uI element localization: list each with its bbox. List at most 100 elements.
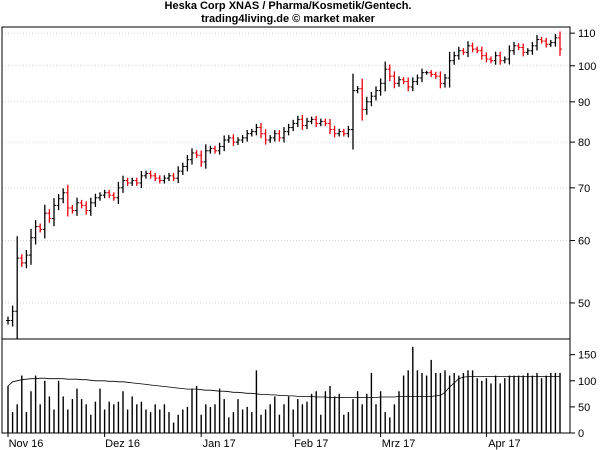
time-tick-label: Nov 16 xyxy=(9,438,44,450)
ohlc-bar xyxy=(443,73,447,88)
volume-bars xyxy=(7,346,561,433)
ohlc-bar xyxy=(392,71,397,89)
ohlc-bar xyxy=(98,192,102,201)
ohlc-bar xyxy=(323,118,328,127)
ohlc-bar xyxy=(521,43,526,57)
ohlc-bar xyxy=(498,51,503,65)
time-tick-label: Apr 17 xyxy=(488,438,520,450)
ohlc-bar xyxy=(268,135,273,143)
ohlc-bar xyxy=(406,77,411,92)
ohlc-bar xyxy=(535,34,539,51)
time-tick-label: Mrz 17 xyxy=(382,438,416,450)
ohlc-bar xyxy=(374,86,378,101)
price-tick-label: 80 xyxy=(578,137,590,149)
ohlc-bar xyxy=(111,192,116,201)
ohlc-bar xyxy=(167,172,171,182)
ohlc-bar xyxy=(401,77,406,85)
ohlc-bar xyxy=(148,170,153,179)
ohlc-bar xyxy=(134,177,139,186)
ohlc-bar xyxy=(360,78,365,121)
ohlc-bar xyxy=(70,204,75,214)
ohlc-bar xyxy=(185,154,190,172)
time-tick-label: Feb 17 xyxy=(294,438,328,450)
price-bars xyxy=(6,31,562,339)
time-tick-label: Jan 17 xyxy=(203,438,236,450)
ohlc-bar xyxy=(461,48,466,55)
ohlc-bar xyxy=(213,145,217,154)
ohlc-bar xyxy=(397,76,401,87)
ohlc-bar xyxy=(291,119,296,132)
volume-tick-label: 0 xyxy=(578,428,584,440)
ohlc-bar xyxy=(410,77,415,92)
ohlc-bar xyxy=(475,46,480,54)
ohlc-bar xyxy=(424,70,429,75)
volume-tick-label: 100 xyxy=(578,376,596,388)
ohlc-bar xyxy=(470,42,475,53)
ohlc-bar xyxy=(75,197,79,216)
ohlc-bar xyxy=(544,37,549,48)
ohlc-bar xyxy=(318,118,323,127)
ohlc-bar xyxy=(236,137,240,145)
price-tick-label: 90 xyxy=(578,97,590,109)
ohlc-bar xyxy=(346,125,351,138)
ohlc-bar xyxy=(139,170,144,188)
ohlc-bar xyxy=(438,71,443,89)
ohlc-bar xyxy=(433,71,438,79)
ohlc-bar xyxy=(102,189,107,199)
ohlc-bar xyxy=(171,172,176,182)
ohlc-bar xyxy=(525,48,530,55)
ohlc-bar xyxy=(61,188,66,204)
ohlc-bar xyxy=(263,129,268,145)
ohlc-bar xyxy=(328,118,332,135)
ohlc-bar xyxy=(222,135,227,152)
ohlc-bar xyxy=(93,193,98,207)
ohlc-bar xyxy=(548,40,553,47)
ohlc-bar xyxy=(226,135,231,143)
ohlc-bar xyxy=(38,223,43,233)
ohlc-bar xyxy=(530,41,535,55)
ohlc-bar xyxy=(10,305,15,327)
ohlc-bar xyxy=(314,115,319,128)
ohlc-bar xyxy=(19,254,24,267)
ohlc-bar xyxy=(249,128,254,137)
ohlc-bar xyxy=(383,61,388,92)
ohlc-bar xyxy=(369,91,374,107)
ohlc-bar xyxy=(447,51,452,88)
ohlc-bar xyxy=(144,170,148,179)
volume-tick-label: 150 xyxy=(578,350,596,362)
ohlc-bar xyxy=(33,220,38,245)
ohlc-bar xyxy=(203,144,208,169)
ohlc-bar xyxy=(190,148,194,165)
ohlc-bar xyxy=(286,123,291,136)
ohlc-bar xyxy=(300,115,305,130)
ohlc-bar xyxy=(88,197,93,216)
ohlc-bar xyxy=(162,175,167,184)
ohlc-bar xyxy=(378,78,383,96)
ohlc-bar xyxy=(199,150,204,167)
ohlc-bar xyxy=(420,68,424,83)
ohlc-bar xyxy=(558,31,562,56)
ohlc-bar xyxy=(42,204,47,239)
ohlc-bar xyxy=(6,316,10,325)
chart-subtitle: trading4living.de © market maker xyxy=(201,13,375,25)
ohlc-bar xyxy=(130,177,135,186)
ohlc-bar xyxy=(180,162,185,176)
ohlc-bar xyxy=(364,96,369,115)
ohlc-bar xyxy=(194,150,199,159)
ohlc-bar xyxy=(493,51,498,65)
ohlc-bar xyxy=(52,198,56,227)
ohlc-bar xyxy=(259,123,263,139)
ohlc-bar xyxy=(176,166,181,184)
ohlc-bar xyxy=(282,127,286,143)
price-axis: 50 60 70 80 90 100 110 xyxy=(570,28,596,310)
ohlc-bar xyxy=(29,228,33,265)
price-tick-label: 60 xyxy=(578,236,590,248)
ohlc-bar xyxy=(295,115,300,128)
ohlc-bar xyxy=(107,189,112,199)
ohlc-bar xyxy=(489,56,493,64)
ohlc-bar xyxy=(456,46,461,60)
ohlc-bar xyxy=(157,175,162,184)
ohlc-bar xyxy=(56,194,61,211)
ohlc-bar xyxy=(231,134,236,146)
